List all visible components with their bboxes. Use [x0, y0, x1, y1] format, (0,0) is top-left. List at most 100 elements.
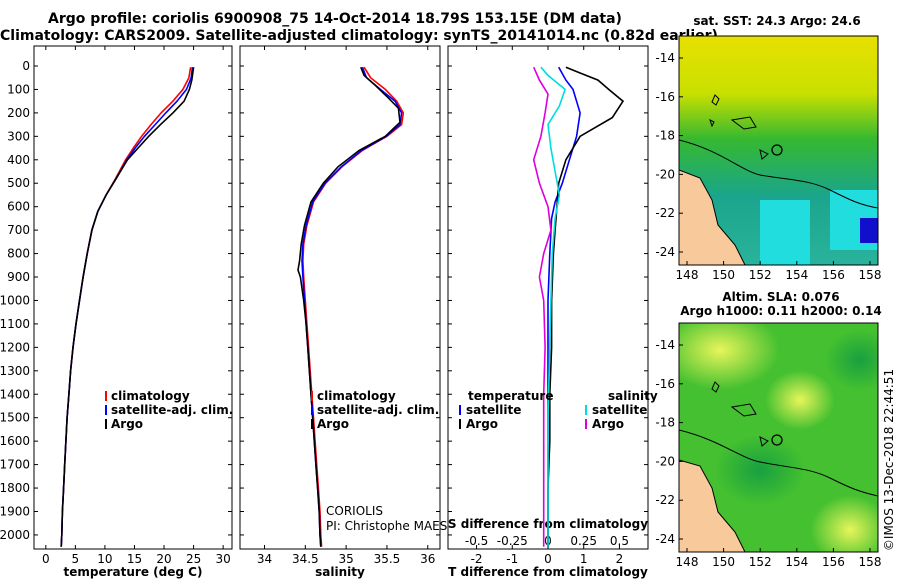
map-xtick-label: 148 — [676, 555, 699, 569]
sla-land-australia — [679, 459, 746, 552]
difference-legend-s-label: Argo — [592, 417, 624, 431]
depth-tick-label: 1700 — [0, 458, 30, 472]
sst-argo-position-marker — [771, 144, 783, 156]
sla-reefs — [711, 381, 769, 447]
sla-argo-position-marker — [771, 434, 783, 446]
depth-tick-label: 900 — [7, 270, 30, 284]
map-ytick-label: -24 — [655, 532, 675, 546]
map-xtick-label: 156 — [822, 268, 845, 282]
map-ytick-label: -24 — [655, 245, 675, 259]
difference-s-tick-label: 0.25 — [570, 534, 597, 548]
depth-tick-label: 1500 — [0, 411, 30, 425]
temperature-xtick-label: 5 — [72, 552, 80, 566]
sst-map: sat. SST: 24.3 Argo: 24.6 148 150 152 154 15… — [655, 14, 881, 282]
difference-legend-t-label: Argo — [466, 417, 498, 431]
map-xtick-label: 150 — [712, 555, 735, 569]
difference-series-s-satellite — [540, 66, 567, 547]
pi-annotation: PI: Christophe MAES — [326, 519, 447, 533]
map-ytick-label: -14 — [655, 51, 675, 65]
map-ytick-label: -22 — [655, 206, 675, 220]
map-xtick-label: 152 — [749, 555, 772, 569]
salinity-series-argo — [297, 66, 401, 547]
map-xtick-label: 148 — [676, 268, 699, 282]
difference-xtick-label: -1 — [506, 552, 518, 566]
map-ytick-label: -20 — [655, 167, 675, 181]
map-ytick-label: -18 — [655, 416, 675, 430]
temperature-legend-label: Argo — [111, 417, 143, 431]
difference-s-tick-label: 0.5 — [610, 534, 629, 548]
difference-xlabel: T difference from climatology — [448, 565, 648, 579]
temperature-xtick-label: 30 — [215, 552, 230, 566]
depth-tick-label: 0 — [22, 59, 30, 73]
salinity-xtick-label: 35 — [338, 552, 353, 566]
depth-tick-label: 1000 — [0, 293, 30, 307]
salinity-xtick-label: 35.5 — [374, 552, 401, 566]
salinity-xtick-label: 34 — [257, 552, 272, 566]
depth-tick-label: 1900 — [0, 504, 30, 518]
map-xtick-label: 158 — [859, 268, 882, 282]
depth-tick-label: 100 — [7, 82, 30, 96]
temperature-xtick-label: 25 — [186, 552, 201, 566]
sla-map-title-line-1: Altim. SLA: 0.076 — [722, 290, 839, 304]
map-xtick-label: 154 — [785, 268, 808, 282]
temperature-profile-chart: 0100200300400500600700800900100011001200… — [0, 45, 233, 579]
map-ytick-label: -20 — [655, 454, 675, 468]
difference-series-t-argo — [547, 66, 625, 547]
depth-tick-label: 1600 — [0, 434, 30, 448]
sst-cold-patch-2 — [760, 200, 810, 265]
difference-legend-temperature-title: temperature — [468, 389, 553, 403]
difference-legend-salinity-title: salinity — [608, 389, 658, 403]
salinity-profile-chart: 34 34.5 35 35.5 36 salinity climatologysatelli… — [239, 45, 441, 579]
difference-xtick-label: 1 — [580, 552, 588, 566]
sst-reefs — [709, 94, 769, 160]
salinity-xtick-label: 36 — [420, 552, 435, 566]
map-ytick-label: -16 — [655, 90, 675, 104]
map-ytick-label: -16 — [655, 377, 675, 391]
temperature-xtick-label: 20 — [156, 552, 171, 566]
depth-tick-label: 800 — [7, 247, 30, 261]
depth-tick-label: 1100 — [0, 317, 30, 331]
figure-title-line-2: Climatology: CARS2009. Satellite-adjuste… — [0, 28, 718, 44]
difference-s-tick-label: -0.25 — [497, 534, 528, 548]
sst-land-australia — [679, 169, 746, 265]
depth-tick-label: 1800 — [0, 481, 30, 495]
map-xtick-label: 156 — [822, 555, 845, 569]
map-xtick-label: 154 — [785, 555, 808, 569]
temperature-legend-label: climatology — [111, 389, 190, 403]
depth-tick-label: 1400 — [0, 387, 30, 401]
map-ytick-label: -14 — [655, 338, 675, 352]
depth-tick-label: 1300 — [0, 364, 30, 378]
salinity-legend-label: satellite-adj. clim. — [317, 403, 439, 417]
map-ytick-label: -18 — [655, 129, 675, 143]
depth-tick-label: 300 — [7, 129, 30, 143]
sla-low-patch-2 — [825, 330, 878, 390]
temperature-plot-frame — [33, 45, 233, 550]
salinity-legend-label: Argo — [317, 417, 349, 431]
salinity-xlabel: salinity — [315, 565, 365, 579]
difference-xtick-label: 0 — [544, 552, 552, 566]
sst-bathymetry-contour — [679, 139, 878, 209]
temperature-xtick-label: 10 — [97, 552, 112, 566]
sla-high-patch-3 — [810, 495, 878, 552]
difference-series-s-argo — [532, 66, 552, 547]
sst-map-title: sat. SST: 24.3 Argo: 24.6 — [693, 14, 860, 28]
map-xtick-label: 152 — [749, 268, 772, 282]
sst-coldest-patch — [860, 218, 878, 243]
depth-tick-label: 200 — [7, 106, 30, 120]
salinity-legend-label: climatology — [317, 389, 396, 403]
sla-bathymetry-contour — [679, 429, 878, 497]
map-xtick-label: 158 — [859, 555, 882, 569]
sst-map-frame — [678, 35, 879, 266]
difference-xtick-label: 2 — [616, 552, 624, 566]
difference-legend-t-label: satellite — [466, 403, 521, 417]
institution-annotation: CORIOLIS — [326, 504, 383, 518]
imos-credit: ©IMOS 13-Dec-2018 22:44:51 — [882, 369, 896, 551]
depth-tick-label: 600 — [7, 200, 30, 214]
depth-tick-label: 1200 — [0, 340, 30, 354]
map-ytick-label: -22 — [655, 493, 675, 507]
difference-profile-chart: -2 -1 0 1 2T difference from climatology -0.5… — [447, 45, 658, 579]
difference-s-tick-label: -0.5 — [465, 534, 488, 548]
difference-xtick-label: -2 — [471, 552, 483, 566]
difference-series-t-satellite — [547, 66, 581, 547]
